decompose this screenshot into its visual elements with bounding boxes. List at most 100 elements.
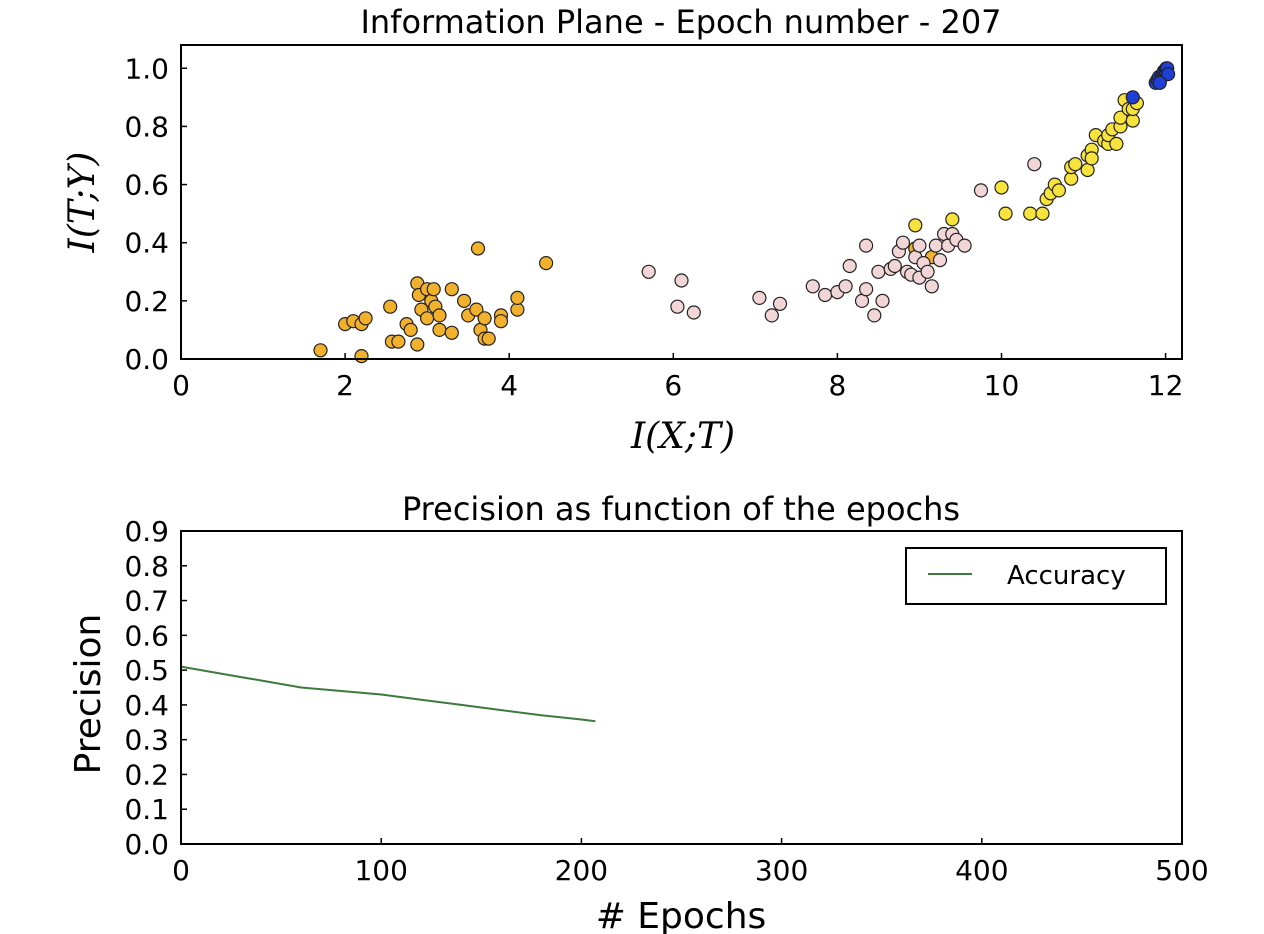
scatter-point — [420, 311, 435, 326]
y-axis-label: I(T;Y) — [62, 152, 103, 254]
scatter-point — [457, 293, 472, 308]
scatter-point — [772, 296, 788, 311]
scatter-point — [470, 241, 486, 256]
scatter-point — [945, 212, 960, 227]
y-tick-label: 0.5 — [124, 654, 169, 687]
x-tick-label: 12 — [1148, 369, 1184, 402]
x-tick-label: 100 — [354, 854, 407, 887]
x-tick-label: 4 — [500, 369, 518, 402]
scatter-point — [1084, 151, 1099, 166]
scatter-point — [875, 293, 890, 308]
x-tick-label: 10 — [984, 369, 1020, 402]
y-tick-label: 0.9 — [124, 515, 169, 548]
x-tick-label: 0 — [172, 854, 190, 887]
y-tick-label: 0.1 — [124, 793, 169, 826]
scatter-point — [354, 349, 369, 364]
y-tick-label: 0.4 — [124, 689, 169, 722]
x-tick-labels: 0 100 200 300 400 500 — [172, 838, 1209, 887]
y-tick-label: 0.7 — [124, 585, 169, 618]
scatter-point — [444, 282, 459, 297]
scatter-point — [510, 302, 525, 317]
scatter-point — [805, 279, 820, 294]
scatter-point — [391, 334, 406, 349]
scatter-point — [1068, 157, 1083, 172]
scatter-point — [1109, 136, 1124, 151]
scatter-point — [432, 308, 447, 323]
x-tick-label: 2 — [336, 369, 354, 402]
y-tick-label: 0.6 — [124, 169, 169, 202]
scatter-point — [426, 282, 441, 297]
scatter-point — [838, 279, 853, 294]
y-tick-label: 0.4 — [124, 227, 169, 260]
scatter-point — [641, 264, 656, 279]
scatter-point — [920, 264, 935, 279]
plot-frame — [180, 530, 1183, 845]
scatter-point — [313, 343, 328, 358]
x-tick-label: 8 — [828, 369, 846, 402]
scatter-point — [817, 287, 833, 303]
x-axis-label: I(X;T) — [630, 416, 735, 457]
precision-plot: Precision as function of the epochs 0 100… — [68, 490, 1209, 934]
scatter-point — [908, 218, 923, 233]
scatter-point — [358, 311, 373, 326]
scatter-point — [1152, 75, 1167, 90]
scatter-point — [493, 314, 509, 329]
scatter-point — [858, 282, 874, 297]
y-tick-label: 0.8 — [124, 110, 169, 143]
x-axis-label: # Epochs — [596, 896, 767, 934]
scatter-point — [973, 183, 989, 198]
information-plane-plot: Information Plane - Epoch number - 207 0… — [62, 3, 1183, 457]
scatter-point — [842, 258, 857, 274]
scatter-point — [469, 302, 484, 317]
scatter-point — [444, 325, 459, 340]
y-tick-label: 0.2 — [124, 285, 169, 318]
y-tick-labels: 0.00.10.20.30.40.50.60.70.80.9 — [124, 515, 187, 861]
scatter-point — [670, 299, 685, 314]
scatter-point — [858, 238, 874, 253]
scatter-point — [510, 290, 525, 305]
chart-title: Precision as function of the epochs — [402, 490, 960, 528]
scatter-point — [998, 206, 1013, 221]
scatter-points — [313, 61, 1176, 364]
x-tick-label: 0 — [172, 369, 190, 402]
scatter-point — [912, 238, 927, 253]
scatter-point — [957, 238, 972, 253]
scatter-point — [1160, 66, 1176, 82]
plot-frame — [180, 44, 1183, 360]
scatter-point — [994, 180, 1009, 195]
scatter-point — [932, 253, 948, 268]
scatter-point — [403, 322, 418, 337]
scatter-point — [887, 258, 902, 274]
y-tick-label: 0.3 — [124, 724, 169, 757]
scatter-point — [928, 238, 944, 253]
scatter-point — [410, 337, 425, 352]
scatter-point — [481, 331, 496, 346]
y-tick-label: 0.0 — [124, 343, 169, 376]
y-tick-label: 1.0 — [124, 52, 169, 85]
scatter-point — [1023, 206, 1038, 221]
scatter-point — [1051, 183, 1067, 198]
legend-box — [905, 547, 1167, 605]
y-tick-label: 0.0 — [124, 828, 169, 861]
scatter-point — [674, 273, 689, 288]
scatter-point — [764, 308, 779, 323]
scatter-point — [867, 308, 882, 323]
y-tick-label: 0.8 — [124, 550, 169, 583]
x-tick-label: 300 — [755, 854, 808, 887]
x-tick-label: 400 — [955, 854, 1008, 887]
scatter-point — [383, 299, 398, 314]
scatter-point — [752, 290, 767, 305]
x-tick-label: 6 — [664, 369, 682, 402]
scatter-point — [895, 235, 911, 250]
x-tick-label: 500 — [1155, 854, 1208, 887]
y-tick-label: 0.6 — [124, 619, 169, 652]
scatter-point — [432, 322, 447, 337]
x-tick-labels: 0 2 4 6 8 10 12 — [172, 353, 1183, 402]
y-tick-labels: 0.0 0.2 0.4 0.6 0.8 1.0 — [124, 52, 187, 376]
scatter-point — [871, 264, 886, 279]
x-tick-label: 200 — [555, 854, 608, 887]
accuracy-line — [180, 665, 596, 723]
scatter-point — [1035, 206, 1050, 221]
scatter-point — [1027, 157, 1042, 172]
